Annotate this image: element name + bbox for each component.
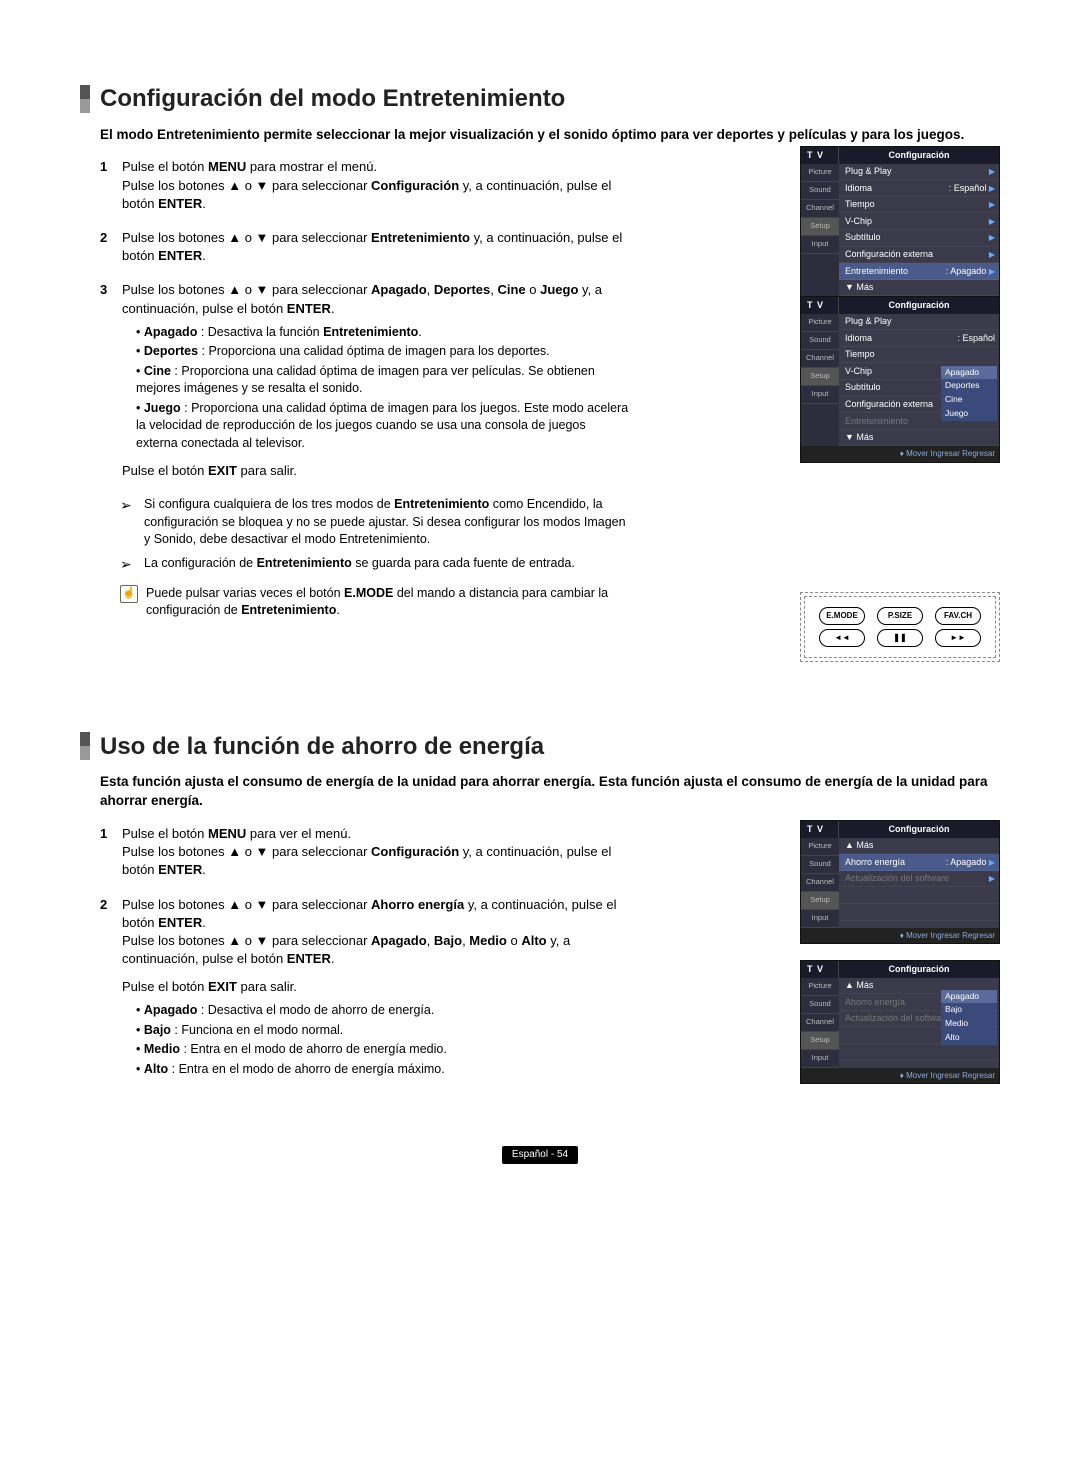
exit-line: Pulse el botón EXIT para salir.	[122, 462, 630, 480]
submenu: Apagado Deportes Cine Juego	[941, 366, 997, 422]
step-body: Pulse el botón MENU para mostrar el menú…	[122, 158, 630, 213]
step-number: 1	[100, 158, 122, 213]
option-bullets: Apagado : Desactiva la función Entreteni…	[136, 324, 630, 453]
menu-title: Configuración	[839, 297, 999, 314]
tv-menu-figure-3: T V Configuración Picture Sound Channel …	[800, 820, 1000, 944]
hand-icon: ☝	[120, 585, 138, 603]
menu-list: Plug & Play▶ Idioma: Español ▶ Tiempo▶ V…	[839, 164, 999, 297]
section-1-title: Configuración del modo Entretenimiento	[100, 82, 565, 116]
menu-tab: Channel	[801, 200, 839, 218]
section-1-intro: El modo Entretenimiento permite seleccio…	[100, 126, 1000, 145]
remote-btn-pause: ❚❚	[877, 629, 923, 647]
menu-tv-label: T V	[801, 147, 839, 164]
section-1-heading: Configuración del modo Entretenimiento	[80, 82, 1000, 116]
menu-tab: Setup	[801, 218, 839, 236]
submenu: Apagado Bajo Medio Alto	[941, 990, 997, 1046]
section-2-heading: Uso de la función de ahorro de energía	[80, 730, 1000, 764]
menu-tab: Input	[801, 236, 839, 254]
menu-tab: Picture	[801, 164, 839, 182]
remote-btn-psize: P.SIZE	[877, 607, 923, 625]
section-2-title: Uso de la función de ahorro de energía	[100, 730, 544, 764]
heading-accent-bar	[80, 85, 90, 113]
note-arrow-icon: ➢	[120, 496, 144, 549]
step-body: Pulse los botones ▲ o ▼ para seleccionar…	[122, 281, 630, 480]
menu-tab: Sound	[801, 182, 839, 200]
step-2: 2 Pulse los botones ▲ o ▼ para seleccion…	[100, 229, 630, 265]
remote-btn-emode: E.MODE	[819, 607, 865, 625]
tv-menu-figure-4: T V Configuración Picture Sound Channel …	[800, 960, 1000, 1084]
tv-menu-figure-2: T V Configuración Picture Sound Channel …	[800, 296, 1000, 463]
tv-menu-figure-1: T V Configuración Picture Sound Channel …	[800, 146, 1000, 313]
remote-figure: E.MODE P.SIZE FAV.CH ◄◄ ❚❚ ►►	[800, 592, 1000, 662]
menu-tv-label: T V	[801, 297, 839, 314]
section-2-intro: Esta función ajusta el consumo de energí…	[100, 773, 1000, 811]
note-arrow-icon: ➢	[120, 555, 144, 575]
step-body: Pulse los botones ▲ o ▼ para seleccionar…	[122, 229, 630, 265]
remote-btn-forward: ►►	[935, 629, 981, 647]
page-footer: Español - 54	[80, 1144, 1000, 1164]
step-2: 2 Pulse los botones ▲ o ▼ para seleccion…	[100, 896, 630, 1085]
menu-title: Configuración	[839, 147, 999, 164]
tip-row: ☝ Puede pulsar varias veces el botón E.M…	[120, 585, 630, 620]
remote-btn-rewind: ◄◄	[819, 629, 865, 647]
page: Configuración del modo Entretenimiento E…	[80, 82, 1000, 1164]
exit-line: Pulse el botón EXIT para salir.	[122, 978, 630, 996]
option-bullets: Apagado : Desactiva el modo de ahorro de…	[136, 1002, 630, 1078]
section-1-notes: ➢ Si configura cualquiera de los tres mo…	[120, 496, 630, 574]
remote-btn-favch: FAV.CH	[935, 607, 981, 625]
page-number-badge: Español - 54	[502, 1146, 578, 1164]
step-number: 2	[100, 229, 122, 265]
note-2: ➢ La configuración de Entretenimiento se…	[120, 555, 630, 575]
step-3: 3 Pulse los botones ▲ o ▼ para seleccion…	[100, 281, 630, 480]
step-1: 1 Pulse el botón MENU para mostrar el me…	[100, 158, 630, 213]
step-1: 1 Pulse el botón MENU para ver el menú. …	[100, 825, 630, 880]
note-1: ➢ Si configura cualquiera de los tres mo…	[120, 496, 630, 549]
menu-tabs: Picture Sound Channel Setup Input	[801, 164, 839, 297]
heading-accent-bar	[80, 732, 90, 760]
step-number: 3	[100, 281, 122, 480]
